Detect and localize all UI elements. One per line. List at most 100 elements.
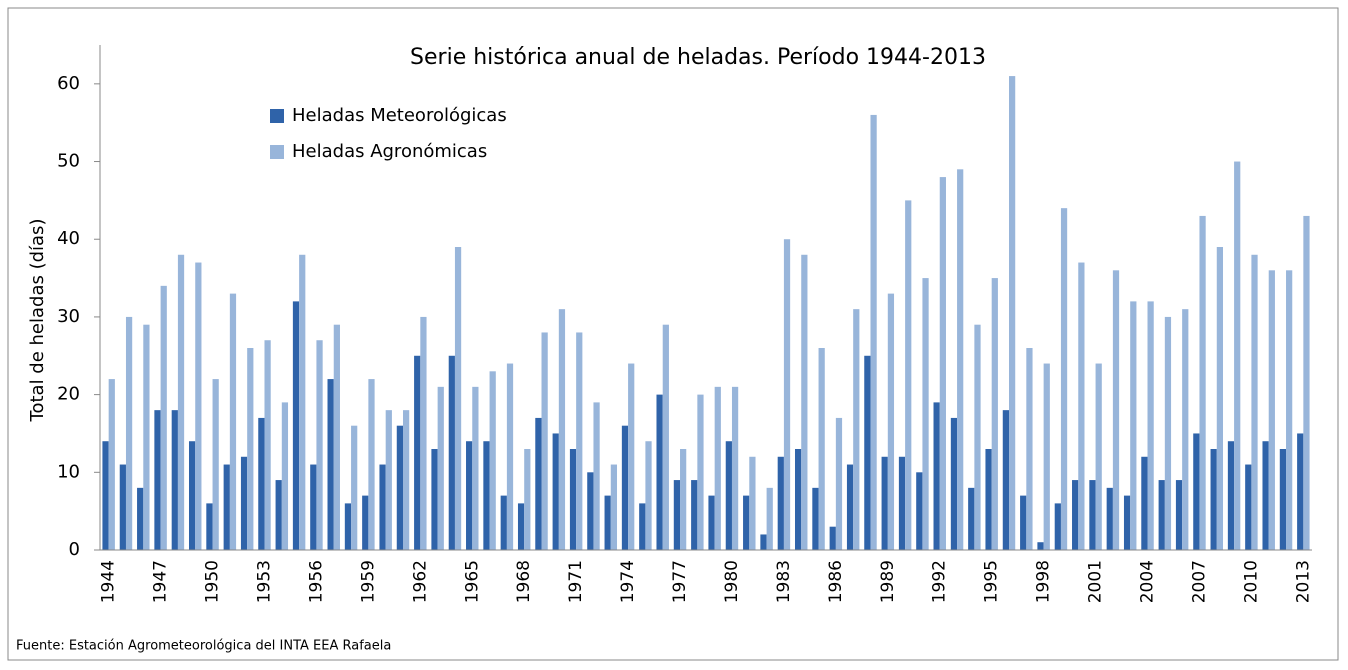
bar [714,386,721,550]
bar [506,363,514,550]
bar [454,247,462,550]
x-tick-label: 1980 [722,560,742,603]
x-tick-label: 1986 [826,560,846,603]
bar [466,441,473,550]
bar [673,480,681,550]
bar [1026,348,1033,550]
bar [818,348,825,550]
bar [766,487,773,550]
bar [569,449,577,550]
bar [680,449,687,550]
x-tick-label: 2013 [1293,560,1313,603]
bar [125,316,133,550]
bar [968,487,975,550]
bar [552,433,559,550]
bar [656,394,663,550]
legend-label: Heladas Meteorológicas [292,105,507,126]
bar [1106,487,1113,550]
bar [1227,441,1235,550]
bar [558,309,566,550]
bar [500,495,507,550]
y-tick-label: 0 [69,539,80,560]
y-tick-label: 60 [57,73,80,94]
x-tick-label: 1950 [203,560,223,603]
bar [1286,270,1293,550]
bar [1216,247,1224,550]
bar [379,464,386,550]
bar [212,379,219,550]
bar [939,177,946,551]
bar [1009,76,1016,551]
bar [731,386,739,550]
x-tick-label: 1977 [670,560,690,603]
bar [1193,433,1200,550]
x-tick-label: 1971 [566,560,586,603]
bar [258,417,265,550]
y-tick-label: 40 [57,228,80,249]
x-tick-label: 1947 [151,560,171,603]
bar [483,441,490,550]
bar [448,355,455,550]
y-axis-label: Total de heladas (días) [27,219,48,423]
bar [835,417,843,550]
bar [396,425,403,550]
bar [385,410,392,550]
x-tick-label: 2010 [1241,560,1261,603]
bar [1130,301,1137,550]
bar [1037,542,1044,550]
bar [541,332,548,550]
bar [621,425,629,550]
bar [1020,495,1027,550]
bar [881,456,888,550]
bar [431,449,438,550]
bar [708,495,715,550]
bar [351,425,358,550]
bar [1268,270,1275,550]
x-tick-label: 1959 [358,560,378,603]
bar [188,441,196,550]
bar [743,495,750,550]
y-tick-label: 20 [57,384,80,405]
x-tick-label: 1956 [306,560,326,603]
bar [1072,480,1079,550]
bar [327,379,334,550]
bar [1199,215,1206,550]
bar [887,293,895,550]
bar [472,386,479,550]
x-tick-label: 1965 [462,560,482,603]
bar [991,278,998,550]
bar [299,254,306,550]
x-tick-label: 2007 [1189,560,1209,603]
bar [783,239,791,550]
x-tick-label: 1962 [410,560,430,603]
bar [333,324,340,550]
bar [593,402,600,550]
bar [1147,301,1154,550]
bar [1054,503,1061,550]
bar [1089,480,1096,550]
x-tick-label: 1968 [514,560,534,603]
bar [985,449,992,550]
bar [864,355,871,550]
bar [160,285,167,550]
x-tick-label: 1989 [878,560,898,603]
bar [1095,363,1102,550]
bar [898,456,906,550]
bar [240,456,248,550]
bar [1303,215,1310,550]
y-tick-label: 10 [57,461,80,482]
bar [368,379,375,550]
bar [933,402,940,550]
legend-swatch [270,109,284,123]
bar [846,464,854,550]
bar [645,441,652,550]
bar [1245,464,1252,550]
bar [760,534,767,550]
bar [916,472,923,550]
bar [794,449,802,550]
bar [102,441,109,550]
bar [1078,262,1085,550]
legend-swatch [270,145,284,159]
bar [697,394,704,550]
bar [535,417,542,550]
